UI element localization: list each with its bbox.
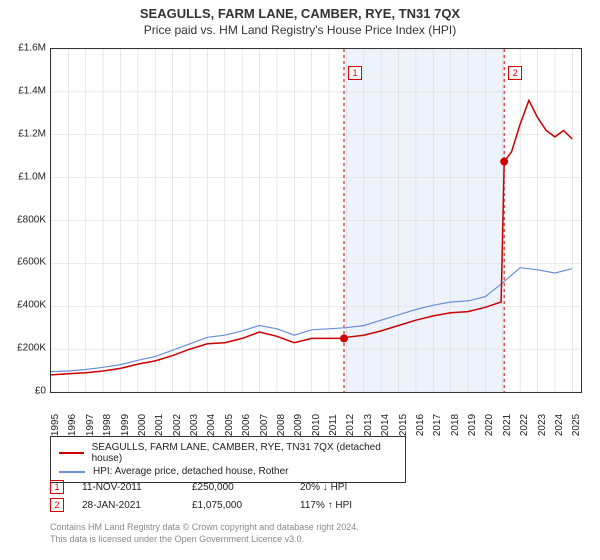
chart-subtitle: Price paid vs. HM Land Registry's House …	[0, 21, 600, 37]
x-tick-label: 2014	[380, 414, 391, 436]
footnote-line: Contains HM Land Registry data © Crown c…	[50, 522, 359, 534]
x-tick-label: 2013	[363, 414, 374, 436]
legend-swatch	[59, 471, 85, 473]
x-tick-label: 2015	[398, 414, 409, 436]
y-tick-label: £200K	[17, 343, 46, 354]
x-tick-label: 2011	[328, 414, 339, 436]
chart-title: SEAGULLS, FARM LANE, CAMBER, RYE, TN31 7…	[0, 0, 600, 21]
event-row: 1 11-NOV-2011 £250,000 20% ↓ HPI	[50, 480, 390, 494]
x-tick-label: 2006	[241, 414, 252, 436]
x-tick-label: 2022	[519, 414, 530, 436]
event-price: £250,000	[192, 482, 300, 493]
x-tick-label: 1999	[120, 414, 131, 436]
y-tick-label: £1.6M	[18, 43, 46, 54]
x-tick-label: 2010	[311, 414, 322, 436]
chart-svg	[51, 49, 581, 392]
legend: SEAGULLS, FARM LANE, CAMBER, RYE, TN31 7…	[50, 436, 406, 483]
legend-item: HPI: Average price, detached house, Roth…	[59, 465, 397, 478]
legend-label: HPI: Average price, detached house, Roth…	[93, 466, 289, 477]
event-price: £1,075,000	[192, 500, 300, 511]
y-tick-label: £600K	[17, 257, 46, 268]
x-tick-label: 2009	[293, 414, 304, 436]
x-tick-label: 2025	[571, 414, 582, 436]
x-tick-label: 2008	[276, 414, 287, 436]
legend-label: SEAGULLS, FARM LANE, CAMBER, RYE, TN31 7…	[92, 442, 397, 464]
event-marker-icon: 1	[50, 480, 64, 494]
x-tick-label: 1998	[102, 414, 113, 436]
footnote: Contains HM Land Registry data © Crown c…	[50, 522, 359, 545]
x-tick-label: 2003	[189, 414, 200, 436]
chart-plot-area	[50, 48, 582, 393]
x-tick-label: 2007	[259, 414, 270, 436]
event-date: 28-JAN-2021	[82, 500, 192, 511]
x-tick-label: 2018	[450, 414, 461, 436]
event-diff: 20% ↓ HPI	[300, 482, 390, 493]
x-tick-label: 2023	[537, 414, 548, 436]
chart-event-marker: 2	[508, 66, 522, 80]
x-tick-label: 2004	[206, 414, 217, 436]
y-tick-label: £1.2M	[18, 128, 46, 139]
x-tick-label: 1997	[85, 414, 96, 436]
y-tick-label: £1.0M	[18, 171, 46, 182]
x-tick-label: 2002	[172, 414, 183, 436]
footnote-line: This data is licensed under the Open Gov…	[50, 534, 359, 546]
y-tick-label: £0	[35, 386, 46, 397]
x-tick-label: 2017	[432, 414, 443, 436]
chart-event-marker: 1	[348, 66, 362, 80]
x-tick-label: 2016	[415, 414, 426, 436]
x-tick-label: 2020	[484, 414, 495, 436]
event-marker-icon: 2	[50, 498, 64, 512]
event-table: 1 11-NOV-2011 £250,000 20% ↓ HPI 2 28-JA…	[50, 480, 390, 516]
x-tick-label: 2024	[554, 414, 565, 436]
x-tick-label: 1996	[67, 414, 78, 436]
y-tick-label: £1.4M	[18, 85, 46, 96]
x-tick-label: 2005	[224, 414, 235, 436]
event-row: 2 28-JAN-2021 £1,075,000 117% ↑ HPI	[50, 498, 390, 512]
legend-item: SEAGULLS, FARM LANE, CAMBER, RYE, TN31 7…	[59, 441, 397, 465]
x-tick-label: 2000	[137, 414, 148, 436]
y-tick-label: £400K	[17, 300, 46, 311]
x-tick-label: 1995	[50, 414, 61, 436]
event-diff: 117% ↑ HPI	[300, 500, 390, 511]
x-tick-label: 2001	[154, 414, 165, 436]
legend-swatch	[59, 452, 84, 454]
x-tick-label: 2019	[467, 414, 478, 436]
x-tick-label: 2012	[345, 414, 356, 436]
x-tick-label: 2021	[502, 414, 513, 436]
y-tick-label: £800K	[17, 214, 46, 225]
event-date: 11-NOV-2011	[82, 482, 192, 493]
